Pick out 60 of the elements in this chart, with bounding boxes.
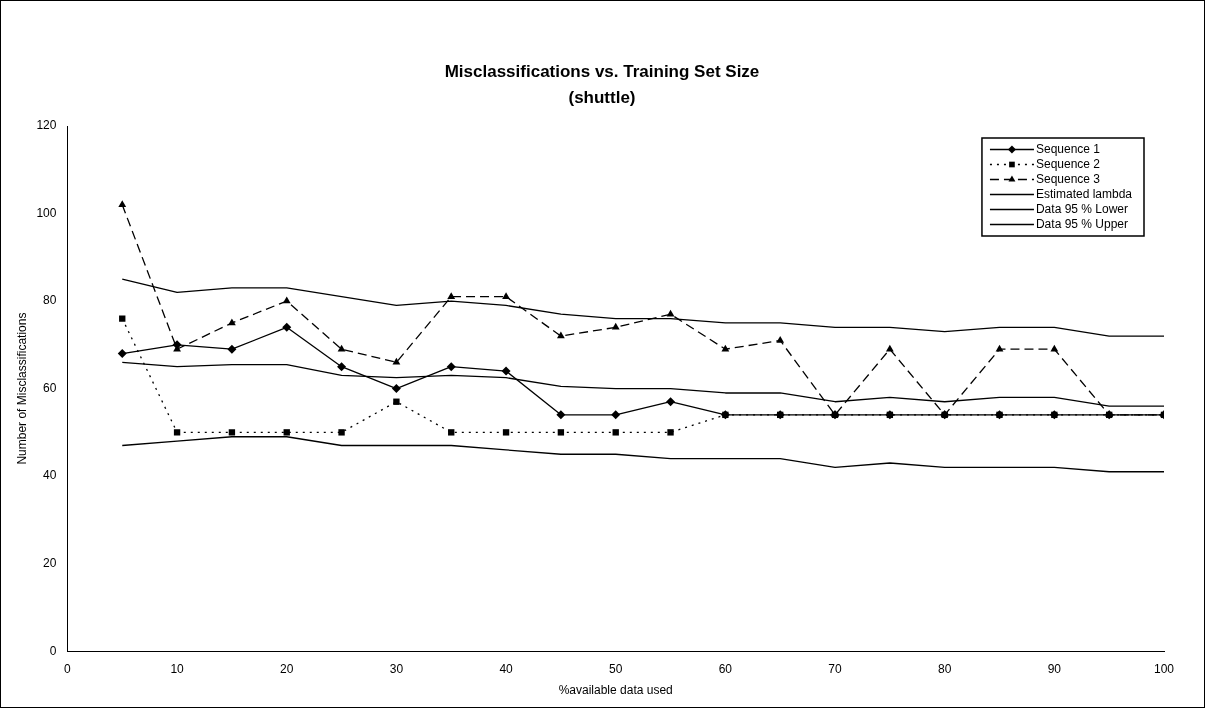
- point: [282, 296, 291, 304]
- point: [995, 344, 1004, 352]
- point: [666, 309, 675, 317]
- point: [666, 397, 676, 407]
- legend-label: Data 95 % Upper: [1035, 216, 1129, 231]
- point: [447, 292, 456, 299]
- legend-label: Sequence 1: [1035, 141, 1101, 156]
- x-tick-label: 70: [828, 661, 843, 676]
- point: [502, 292, 510, 299]
- y-axis-title: Number of Misclassifications: [14, 312, 29, 465]
- point: [448, 429, 455, 436]
- point: [228, 429, 236, 436]
- x-tick-label: 90: [1047, 661, 1062, 676]
- point: [282, 322, 292, 332]
- y-tick-label: 100: [36, 205, 57, 220]
- y-tick-label: 40: [43, 468, 57, 483]
- x-tick-label: 50: [609, 661, 623, 676]
- chart-subtitle: (shuttle): [568, 88, 636, 107]
- point: [776, 335, 785, 343]
- y-tick-label: 120: [36, 118, 57, 133]
- point: [556, 331, 565, 339]
- point: [501, 366, 511, 376]
- y-tick-label: 0: [49, 643, 57, 658]
- x-tick-label: 20: [280, 661, 294, 676]
- point: [611, 410, 621, 420]
- point: [557, 429, 565, 436]
- point: [393, 398, 400, 405]
- point: [446, 362, 456, 372]
- point: [556, 410, 566, 420]
- point: [611, 322, 620, 330]
- point: [173, 429, 181, 436]
- legend-label: Sequence 3: [1035, 171, 1101, 186]
- point: [338, 429, 345, 436]
- point: [119, 315, 126, 322]
- point: [502, 429, 510, 436]
- chart-title: Misclassifications vs. Training Set Size: [444, 62, 760, 81]
- point: [283, 429, 290, 436]
- x-tick-label: 60: [718, 661, 733, 676]
- point: [667, 429, 674, 436]
- x-tick-label: 40: [499, 661, 514, 676]
- point: [228, 318, 236, 326]
- x-tick-label: 30: [389, 661, 404, 676]
- legend-label: Sequence 2: [1035, 156, 1101, 171]
- point: [392, 357, 401, 365]
- x-tick-label: 100: [1153, 661, 1175, 676]
- x-tick-label: 80: [938, 661, 952, 676]
- y-tick-label: 80: [43, 293, 57, 308]
- x-tick-label: 10: [170, 661, 185, 676]
- point: [227, 344, 237, 354]
- point: [337, 362, 347, 372]
- y-tick-label: 20: [43, 555, 57, 570]
- point: [612, 429, 619, 436]
- point: [117, 349, 127, 359]
- point: [391, 384, 401, 394]
- y-tick-label: 60: [43, 380, 57, 395]
- legend-label: Data 95 % Lower: [1035, 201, 1129, 216]
- legend-label: Estimated lambda: [1035, 186, 1133, 201]
- x-tick-label: 0: [64, 661, 72, 676]
- point: [118, 200, 127, 208]
- x-axis-title: %available data used: [558, 683, 673, 698]
